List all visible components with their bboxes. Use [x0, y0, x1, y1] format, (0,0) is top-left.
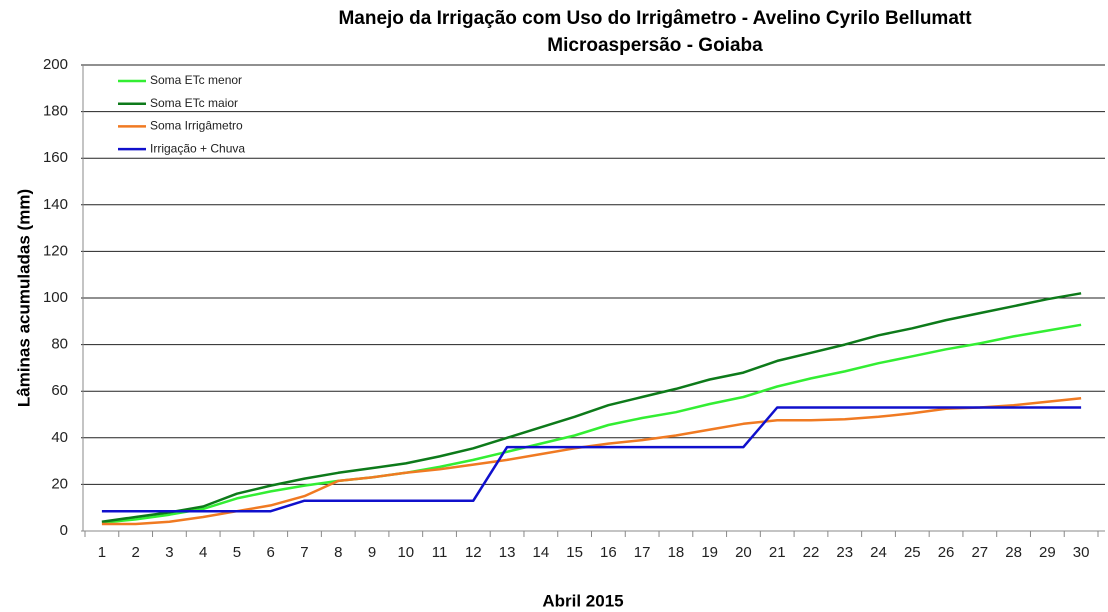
y-tick-label: 60: [51, 382, 68, 399]
x-tick-label: 26: [938, 544, 955, 561]
y-tick-label: 0: [60, 522, 68, 539]
x-tick-label: 21: [769, 544, 786, 561]
x-tick-label: 23: [836, 544, 853, 561]
line-series: [101, 292, 1082, 523]
legend-label: Soma ETc maior: [150, 96, 238, 110]
line-series: [101, 323, 1082, 525]
x-tick-label: 19: [701, 544, 718, 561]
x-tick-label: 8: [334, 544, 342, 561]
x-tick-label: 24: [870, 544, 887, 561]
x-tick-label: 7: [300, 544, 308, 561]
x-tick-label: 17: [634, 544, 651, 561]
y-tick-label: 200: [43, 56, 68, 73]
y-tick-label: 40: [51, 429, 68, 446]
x-tick-label: 1: [98, 544, 106, 561]
x-tick-label: 22: [803, 544, 820, 561]
line-series: [101, 406, 1082, 513]
y-tick-label: 80: [51, 336, 68, 353]
x-tick-label: 20: [735, 544, 752, 561]
x-tick-label: 6: [267, 544, 275, 561]
x-tick-label: 28: [1005, 544, 1022, 561]
x-tick-label: 16: [600, 544, 617, 561]
x-tick-label: 4: [199, 544, 207, 561]
x-tick-label: 3: [165, 544, 173, 561]
x-tick-label: 15: [566, 544, 583, 561]
y-tick-label: 20: [51, 475, 68, 492]
y-tick-label: 100: [43, 289, 68, 306]
y-tick-label: 160: [43, 149, 68, 166]
y-tick-label: 120: [43, 242, 68, 259]
x-tick-label: 18: [668, 544, 685, 561]
x-tick-label: 5: [233, 544, 241, 561]
legend-label: Irrigação + Chuva: [150, 141, 245, 155]
x-tick-label: 29: [1039, 544, 1056, 561]
x-tick-label: 25: [904, 544, 921, 561]
x-tick-label: 2: [131, 544, 139, 561]
y-axis-title: Lâminas acumuladas (mm): [14, 189, 33, 407]
x-tick-label: 13: [499, 544, 516, 561]
x-tick-label: 9: [368, 544, 376, 561]
chart-subtitle: Microaspersão - Goiaba: [547, 35, 763, 56]
line-series: [101, 396, 1082, 526]
x-tick-label: 12: [465, 544, 482, 561]
x-axis-title: Abril 2015: [542, 591, 623, 610]
y-tick-label: 140: [43, 196, 68, 213]
x-tick-label: 27: [971, 544, 988, 561]
x-tick-label: 11: [432, 544, 448, 561]
chart-title: Manejo da Irrigação com Uso do Irrigâmet…: [338, 8, 972, 29]
x-tick-label: 30: [1073, 544, 1090, 561]
x-tick-label: 14: [533, 544, 550, 561]
legend-label: Soma ETc menor: [150, 73, 242, 87]
x-tick-label: 10: [397, 544, 414, 561]
legend-label: Soma Irrigâmetro: [150, 119, 243, 133]
y-tick-label: 180: [43, 103, 68, 120]
